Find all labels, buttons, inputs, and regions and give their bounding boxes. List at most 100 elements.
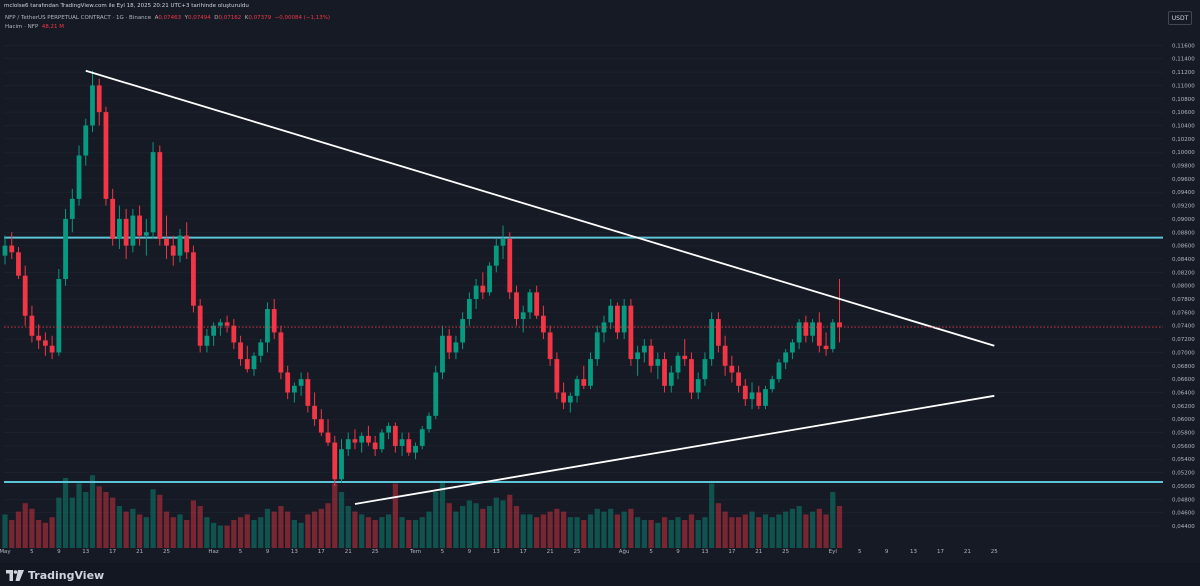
volume-bar <box>305 514 311 548</box>
price-tick-label: 0,10200 <box>1172 137 1195 143</box>
candle-body <box>675 355 681 373</box>
volume-bar <box>641 520 647 548</box>
high-label: Y <box>184 15 188 21</box>
time-tick-label: 9 <box>266 549 270 555</box>
tradingview-logo-text: TradingView <box>28 569 105 582</box>
candle-body <box>433 372 439 416</box>
volume-bar <box>486 506 493 548</box>
tradingview-logo[interactable]: TradingView <box>6 569 104 582</box>
close-value: 0,07379 <box>248 15 272 21</box>
volume-bar <box>520 514 526 548</box>
candle-body <box>63 218 68 279</box>
volume-bar <box>560 511 567 548</box>
candle-body <box>49 345 55 353</box>
currency-button[interactable]: USDT <box>1168 11 1192 25</box>
candle-body <box>318 419 324 433</box>
candle-body <box>36 335 42 341</box>
candle-body <box>211 325 217 336</box>
candle-body <box>695 379 701 393</box>
price-tick-label: 0,07600 <box>1172 310 1195 316</box>
symbol-title[interactable]: NFP / TetherUS PERPETUAL CONTRACT · 1G ·… <box>5 15 152 21</box>
candle-body <box>769 379 775 390</box>
volume-bar <box>130 508 136 548</box>
volume-bar <box>493 497 499 548</box>
time-tick-label: 25 <box>574 549 581 555</box>
trendlines[interactable] <box>85 69 995 505</box>
volume-bar <box>103 492 109 548</box>
time-tick-label: 25 <box>782 549 789 555</box>
candle-body <box>325 432 331 443</box>
candle-body <box>271 309 277 333</box>
time-tick-label: 17 <box>318 549 325 555</box>
candle-body <box>345 439 351 450</box>
volume-bar <box>62 478 69 548</box>
volume-bar <box>756 517 762 548</box>
time-tick-label: 25 <box>163 549 170 555</box>
top-bar <box>0 0 1200 7</box>
price-tick-label: 0,04400 <box>1172 524 1195 530</box>
candle-body <box>96 85 102 113</box>
time-axis[interactable]: May 5 9 13 17 21 25 Haz 5 9 13 17 21 25 Tem 5 9 13 17 21 25 A… <box>0 548 998 555</box>
volume-bar <box>338 492 345 548</box>
candle-body <box>709 319 715 360</box>
volume-bar <box>345 506 351 548</box>
candle-body <box>110 198 116 239</box>
volume-bar <box>830 492 836 548</box>
time-tick-label: 17 <box>937 549 944 555</box>
candlestick-chart[interactable]: 0,087200,05060 0,0737906:38:3148,21 M 0,… <box>0 0 1200 563</box>
price-tick-label: 0,06000 <box>1172 417 1195 423</box>
volume-bar <box>776 514 782 548</box>
high-value: 0,07494 <box>187 15 211 21</box>
volume-bar <box>399 517 405 548</box>
volume-bar <box>332 483 338 548</box>
candle-body <box>742 385 748 400</box>
candle-body <box>413 445 418 453</box>
volume-bar <box>769 517 775 548</box>
volume-bar <box>668 520 674 548</box>
volume-bar <box>264 508 271 548</box>
volume-bar <box>251 520 257 548</box>
candle-body <box>736 372 741 386</box>
candle-body <box>561 392 566 403</box>
volume-bar <box>217 525 223 548</box>
price-tick-label: 0,10600 <box>1172 110 1195 116</box>
price-tick-label: 0,11000 <box>1172 83 1195 89</box>
volume-bar <box>190 500 197 548</box>
volume-bar <box>49 517 55 548</box>
price-tick-label: 0,09400 <box>1172 190 1195 196</box>
price-tick-label: 0,05800 <box>1172 431 1195 437</box>
price-tick-label: 0,10400 <box>1172 123 1195 129</box>
candle-body <box>339 449 344 480</box>
volume-bar <box>231 520 237 548</box>
time-tick-label: May <box>0 549 11 555</box>
price-axis[interactable]: 0,11600 0,11400 0,11200 0,11000 0,10800 0,106… <box>1164 7 1200 563</box>
volume-bar <box>655 522 661 548</box>
candle-body <box>473 285 479 300</box>
candle-body <box>22 275 28 316</box>
ascending-support-trendline[interactable] <box>354 394 995 505</box>
candle-body <box>588 359 593 386</box>
volume-bar <box>507 494 513 548</box>
open-label: A <box>154 15 159 21</box>
descending-resistance-trendline[interactable] <box>85 69 995 347</box>
volume-bar <box>749 511 755 548</box>
candle-body <box>386 425 392 433</box>
candle-body <box>493 245 499 266</box>
candle-body <box>641 345 647 353</box>
volume-title[interactable]: Hacim · NFP <box>5 24 39 30</box>
candle-body <box>500 238 506 246</box>
volume-bar <box>311 511 318 548</box>
low-label: D <box>214 15 219 21</box>
candle-body <box>69 198 75 219</box>
volume-bar <box>177 514 183 548</box>
candle-body <box>783 352 789 363</box>
volume-bar <box>285 511 291 548</box>
candle-body <box>130 215 136 246</box>
volume-bar <box>9 520 15 548</box>
candle-body <box>655 359 661 366</box>
candle-body <box>440 335 445 373</box>
volume-bar <box>22 503 28 548</box>
volume-bar <box>729 517 735 548</box>
candle-body <box>372 442 378 450</box>
candle-body <box>170 245 176 256</box>
